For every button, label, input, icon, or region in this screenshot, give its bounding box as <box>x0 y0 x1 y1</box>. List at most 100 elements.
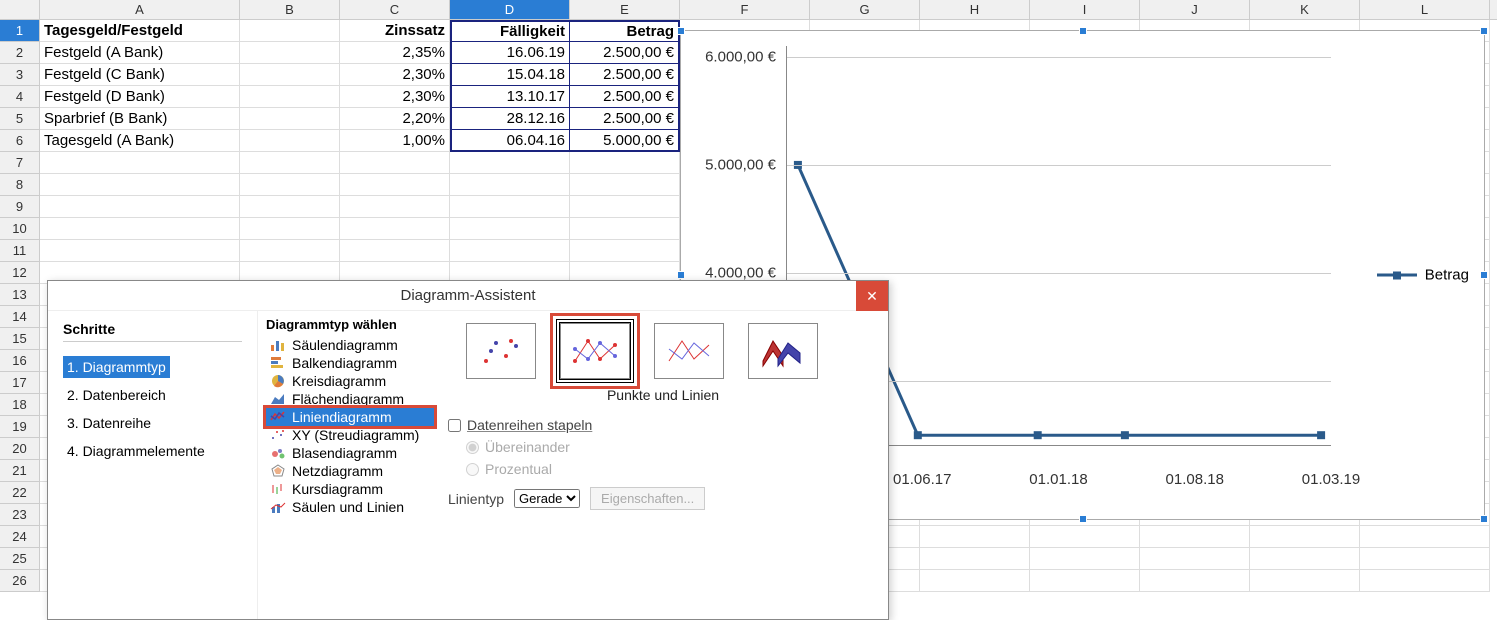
cell[interactable] <box>40 174 240 196</box>
col-header-C[interactable]: C <box>340 0 450 19</box>
row-header[interactable]: 14 <box>0 306 40 328</box>
cell[interactable] <box>450 196 570 218</box>
row-header[interactable]: 3 <box>0 64 40 86</box>
row-header[interactable]: 23 <box>0 504 40 526</box>
cell[interactable] <box>1140 526 1250 548</box>
cell[interactable] <box>1360 526 1490 548</box>
cell[interactable] <box>1360 570 1490 592</box>
resize-handle[interactable] <box>677 271 685 279</box>
col-header-D[interactable]: D <box>450 0 570 19</box>
cell[interactable]: Tagesgeld (A Bank) <box>40 130 240 152</box>
cell[interactable] <box>40 218 240 240</box>
cell[interactable]: 2,30% <box>340 64 450 86</box>
row-header[interactable]: 21 <box>0 460 40 482</box>
cell[interactable]: 15.04.18 <box>450 64 570 86</box>
cell[interactable] <box>1140 548 1250 570</box>
dialog-titlebar[interactable]: Diagramm-Assistent ✕ <box>48 281 888 311</box>
cell[interactable] <box>240 20 340 42</box>
chart-type-item[interactable]: Flächendiagramm <box>266 390 434 408</box>
cell[interactable] <box>240 86 340 108</box>
wizard-step[interactable]: 1. Diagrammtyp <box>63 356 170 378</box>
corner-cell[interactable] <box>0 0 40 20</box>
row-header[interactable]: 12 <box>0 262 40 284</box>
subtype-tile[interactable] <box>466 323 536 379</box>
cell[interactable]: 2.500,00 € <box>570 86 680 108</box>
row-header[interactable]: 9 <box>0 196 40 218</box>
cell[interactable]: Betrag <box>570 20 680 42</box>
close-button[interactable]: ✕ <box>856 281 888 311</box>
linetype-select[interactable]: Gerade <box>514 489 580 508</box>
cell[interactable] <box>340 152 450 174</box>
row-header[interactable]: 10 <box>0 218 40 240</box>
col-header-L[interactable]: L <box>1360 0 1490 19</box>
cell[interactable] <box>1140 570 1250 592</box>
cell[interactable] <box>1250 526 1360 548</box>
cell[interactable] <box>240 64 340 86</box>
chart-type-item[interactable]: Säulen und Linien <box>266 498 434 516</box>
cell[interactable] <box>570 152 680 174</box>
cell[interactable]: 28.12.16 <box>450 108 570 130</box>
cell[interactable] <box>340 196 450 218</box>
cell[interactable] <box>1030 526 1140 548</box>
col-header-G[interactable]: G <box>810 0 920 19</box>
resize-handle[interactable] <box>1079 515 1087 523</box>
cell[interactable] <box>570 218 680 240</box>
cell[interactable] <box>40 196 240 218</box>
resize-handle[interactable] <box>1480 27 1488 35</box>
chart-type-item[interactable]: Liniendiagramm <box>266 408 434 426</box>
row-header[interactable]: 7 <box>0 152 40 174</box>
subtype-tile[interactable] <box>748 323 818 379</box>
row-header[interactable]: 17 <box>0 372 40 394</box>
cell[interactable]: 13.10.17 <box>450 86 570 108</box>
cell[interactable] <box>240 108 340 130</box>
cell[interactable] <box>1360 548 1490 570</box>
cell[interactable] <box>1030 570 1140 592</box>
col-header-A[interactable]: A <box>40 0 240 19</box>
cell[interactable] <box>340 240 450 262</box>
wizard-step[interactable]: 2. Datenbereich <box>63 384 242 406</box>
subtype-tile[interactable] <box>654 323 724 379</box>
cell[interactable]: 2,20% <box>340 108 450 130</box>
cell[interactable]: 16.06.19 <box>450 42 570 64</box>
cell[interactable] <box>920 548 1030 570</box>
cell[interactable] <box>1250 548 1360 570</box>
cell[interactable] <box>450 152 570 174</box>
cell[interactable]: Tagesgeld/Festgeld <box>40 20 240 42</box>
resize-handle[interactable] <box>1480 515 1488 523</box>
col-header-E[interactable]: E <box>570 0 680 19</box>
cell[interactable]: 2,35% <box>340 42 450 64</box>
cell[interactable]: 5.000,00 € <box>570 130 680 152</box>
cell[interactable] <box>240 240 340 262</box>
subtype-tile[interactable] <box>560 323 630 379</box>
cell[interactable] <box>570 240 680 262</box>
stack-checkbox[interactable]: Datenreihen stapeln <box>448 417 878 433</box>
cell[interactable]: Festgeld (A Bank) <box>40 42 240 64</box>
row-header[interactable]: 8 <box>0 174 40 196</box>
row-header[interactable]: 13 <box>0 284 40 306</box>
cell[interactable] <box>920 570 1030 592</box>
chart-type-item[interactable]: Kreisdiagramm <box>266 372 434 390</box>
cell[interactable] <box>570 174 680 196</box>
row-header[interactable]: 11 <box>0 240 40 262</box>
chart-type-item[interactable]: Kursdiagramm <box>266 480 434 498</box>
cell[interactable] <box>450 174 570 196</box>
resize-handle[interactable] <box>1079 27 1087 35</box>
chart-type-item[interactable]: Netzdiagramm <box>266 462 434 480</box>
cell[interactable] <box>40 152 240 174</box>
row-header[interactable]: 1 <box>0 20 40 42</box>
row-header[interactable]: 5 <box>0 108 40 130</box>
col-header-K[interactable]: K <box>1250 0 1360 19</box>
row-header[interactable]: 26 <box>0 570 40 592</box>
cell[interactable] <box>450 240 570 262</box>
cell[interactable] <box>240 130 340 152</box>
cell[interactable]: 2.500,00 € <box>570 42 680 64</box>
col-header-J[interactable]: J <box>1140 0 1250 19</box>
chart-type-item[interactable]: Säulendiagramm <box>266 336 434 354</box>
col-header-F[interactable]: F <box>680 0 810 19</box>
col-header-B[interactable]: B <box>240 0 340 19</box>
cell[interactable]: Festgeld (C Bank) <box>40 64 240 86</box>
row-header[interactable]: 24 <box>0 526 40 548</box>
cell[interactable] <box>450 218 570 240</box>
row-header[interactable]: 18 <box>0 394 40 416</box>
cell[interactable]: 2,30% <box>340 86 450 108</box>
